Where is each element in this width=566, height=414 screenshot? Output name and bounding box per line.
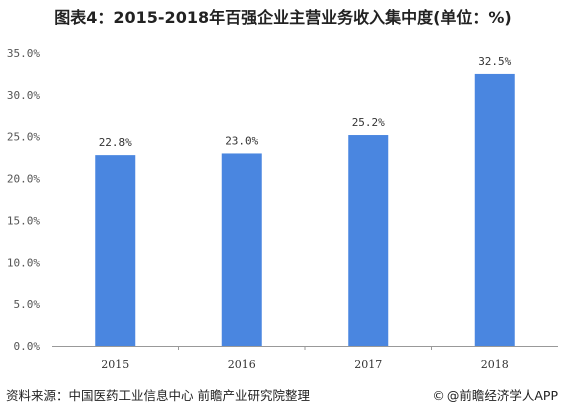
- data-label: 23.0%: [225, 134, 258, 147]
- y-tick-label: 20.0%: [7, 173, 40, 186]
- brand-credit: © @前瞻经济学人APP: [432, 385, 558, 404]
- y-tick-label: 35.0%: [7, 47, 40, 60]
- bar: [474, 73, 515, 346]
- bars: [95, 73, 515, 346]
- bar: [221, 153, 262, 346]
- x-tick-label: 2015: [101, 358, 129, 371]
- x-tick-label: 2017: [354, 358, 382, 371]
- data-label: 22.8%: [99, 136, 132, 149]
- x-tick-label: 2016: [228, 358, 256, 371]
- y-tick-label: 15.0%: [7, 214, 40, 227]
- y-tick-label: 5.0%: [14, 298, 41, 311]
- bar: [95, 155, 136, 346]
- y-tick-label: 0.0%: [14, 340, 41, 353]
- y-tick-label: 10.0%: [7, 256, 40, 269]
- bar: [348, 135, 389, 346]
- data-labels: 22.8% 23.0% 25.2% 32.5%: [99, 55, 512, 149]
- source-note: 资料来源：中国医药工业信息中心 前瞻产业研究院整理: [6, 388, 310, 403]
- x-axis: 2015 2016 2017 2018: [52, 346, 558, 371]
- brand-text: @前瞻经济学人APP: [446, 388, 558, 403]
- x-tick-label: 2018: [481, 358, 509, 371]
- data-label: 25.2%: [352, 116, 385, 129]
- y-axis: 0.0% 5.0% 10.0% 15.0% 20.0% 25.0% 30.0% 35.0%: [7, 47, 40, 353]
- y-tick-label: 30.0%: [7, 89, 40, 102]
- y-tick-label: 25.0%: [7, 131, 40, 144]
- data-label: 32.5%: [478, 55, 511, 68]
- copyright-circle-icon: ©: [432, 388, 445, 403]
- chart-title: 图表4：2015-2018年百强企业主营业务收入集中度(单位：%): [54, 8, 512, 27]
